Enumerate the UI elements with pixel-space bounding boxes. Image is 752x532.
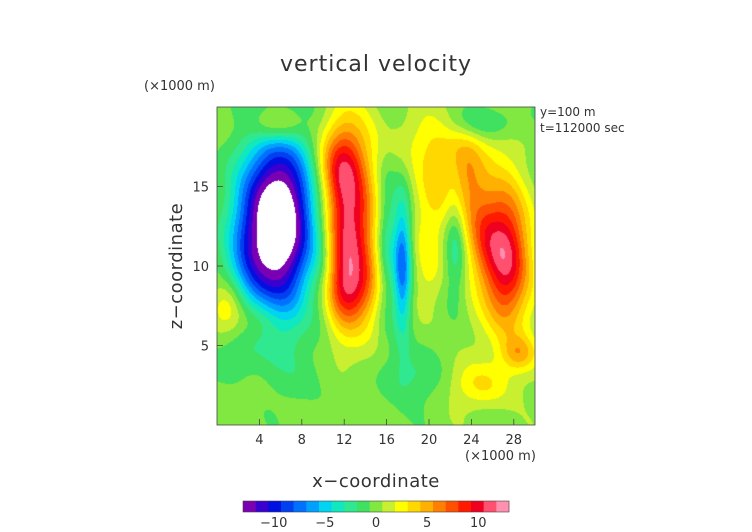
x-tick-label: 24 [463,433,480,448]
chart-title: vertical velocity [280,52,472,77]
x-tick-label: 8 [298,433,306,448]
x-tick-label: 4 [255,433,263,448]
colorbar-swatch [344,501,358,512]
colorbar-swatch [407,501,421,512]
colorbar-tick-label: −10 [260,516,287,531]
y-axis-label: z−coordinate [166,203,187,330]
colorbar-swatch [445,501,459,512]
x-axis-unit: (×1000 m) [465,449,536,464]
colorbar-swatch [293,501,307,512]
annotation-time: t=112000 sec [540,121,625,135]
x-axis-ticks: 4 8 12 16 20 24 28 [255,419,522,448]
x-axis-label: x−coordinate [312,471,440,492]
colorbar-swatch [306,501,320,512]
colorbar-swatch [369,501,383,512]
colorbar-swatch [281,501,294,512]
colorbar-swatch [458,501,472,512]
colorbar-swatch [357,501,370,512]
colorbar-tick-label: 10 [470,516,487,531]
annotation-y-position: y=100 m [540,105,596,119]
colorbar-swatch [331,501,345,512]
x-tick-label: 20 [421,433,438,448]
colorbar-swatch [483,501,497,512]
colorbar-swatch [243,501,256,512]
colorbar-swatch [382,501,396,512]
y-tick-label: 10 [192,260,209,275]
colorbar [242,500,510,513]
colorbar-swatch [471,501,484,512]
y-axis-ticks: 5 10 15 [192,181,223,355]
y-tick-label: 15 [192,181,209,196]
x-tick-label: 12 [336,433,353,448]
colorbar-swatch [395,501,408,512]
colorbar-tick-label: −5 [315,516,334,531]
colorbar-swatch [268,501,282,512]
colorbar-swatch [319,501,332,512]
colorbar-swatch [420,501,434,512]
colorbar-swatch [433,501,446,512]
colorbar-swatch [255,501,269,512]
y-tick-label: 5 [201,340,209,355]
x-tick-label: 16 [378,433,395,448]
y-axis-unit: (×1000 m) [144,79,215,94]
colorbar-swatch [496,501,510,512]
heatmap-plot [216,106,536,426]
colorbar-frame [242,500,510,513]
colorbar-tick-label: 5 [423,516,431,531]
colorbar-ticks: −10 −5 0 5 10 [260,516,487,531]
colorbar-tick-label: 0 [372,516,380,531]
velocity-field-image [217,107,535,425]
x-tick-label: 28 [506,433,523,448]
